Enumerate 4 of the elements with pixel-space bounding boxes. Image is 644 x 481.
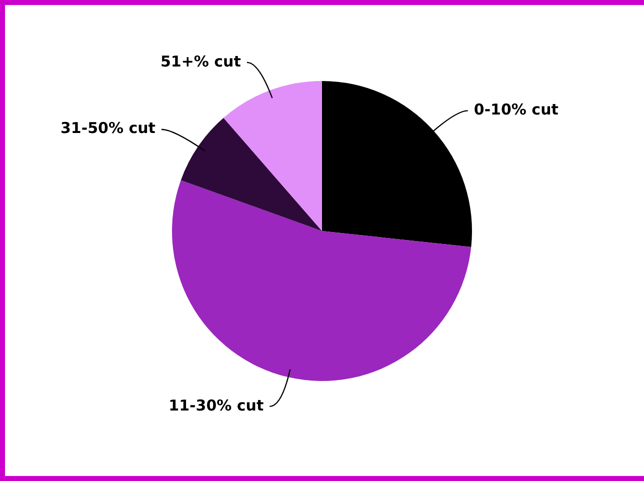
slice-label: 11-30% cut [168,396,264,414]
slice-label: 0-10% cut [474,100,558,119]
slice-label: 51+% cut [160,52,241,70]
slice-label: 31-50% cut [60,119,156,138]
